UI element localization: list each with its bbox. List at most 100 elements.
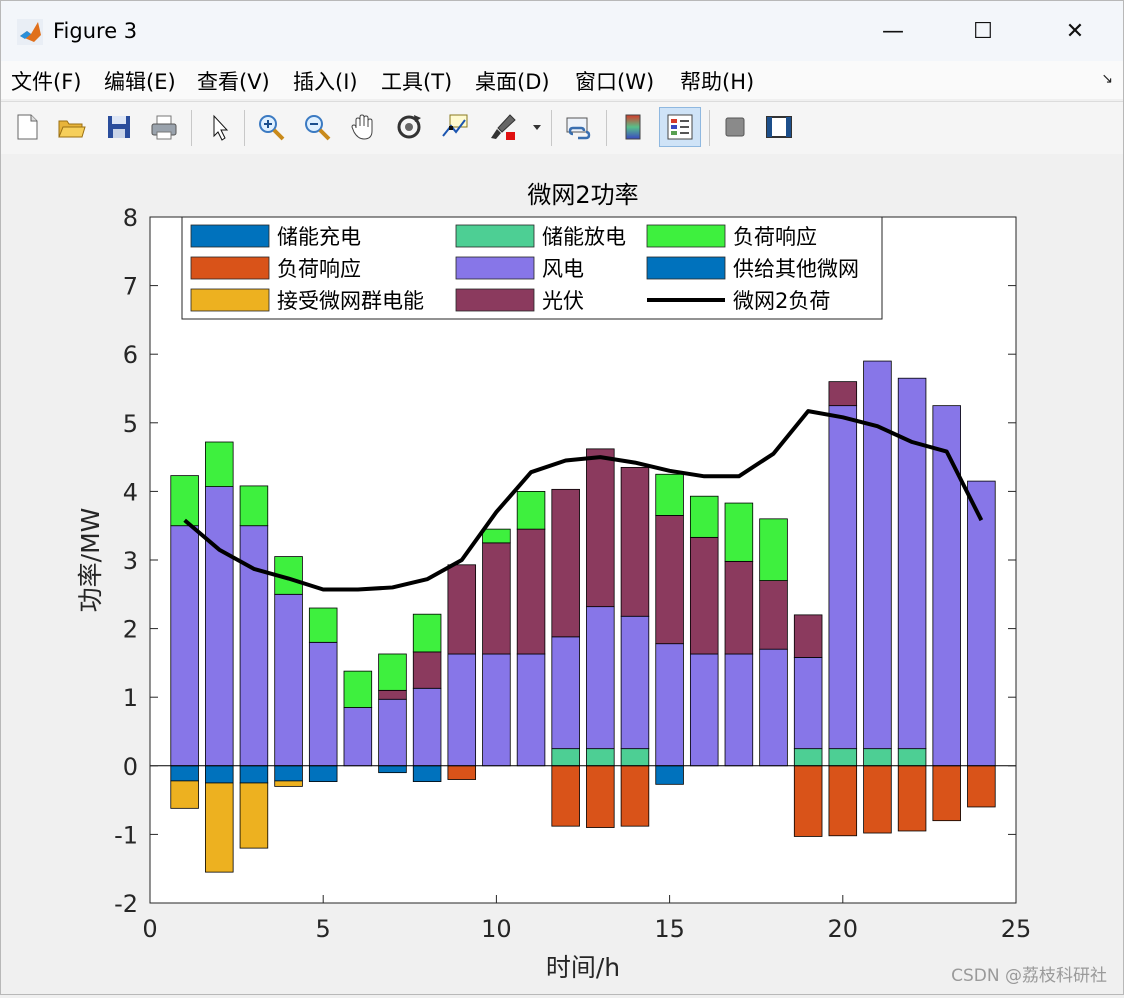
legend-label-储能充电: 储能充电 (277, 225, 361, 249)
bar-风电-11 (516, 653, 546, 767)
bar-储能充电-3 (239, 765, 269, 784)
link-plot-icon[interactable] (561, 109, 597, 145)
legend-swatch-风电 (455, 256, 535, 280)
bar-光伏-15 (655, 515, 684, 645)
y-tick-label: 4 (123, 478, 138, 506)
zoom-in-icon[interactable] (253, 109, 289, 145)
bar-储能充电-7 (378, 765, 407, 774)
bar-负荷响应-20 (828, 765, 858, 837)
matlab-logo-icon (17, 19, 43, 45)
bar-风电-13 (586, 606, 615, 750)
bar-负荷响应-12 (551, 765, 580, 827)
show-plot-tools-icon[interactable] (761, 109, 797, 145)
bar-光伏-9 (447, 564, 477, 655)
menu-help[interactable]: 帮助(H) (680, 70, 755, 94)
legend-label-风电: 风电 (542, 257, 584, 281)
bar-风电-20 (828, 405, 858, 750)
dock-arrow-icon[interactable]: ↘ (1101, 71, 1113, 87)
figure-canvas: 0 5 10 15 20 25 -2 -1 0 1 2 3 4 5 6 7 8 微网2功率 时间/h 功率/MW 储能充… (1, 154, 1123, 994)
legend-icon[interactable] (659, 107, 701, 147)
save-icon[interactable] (101, 109, 137, 145)
y-tick-label: 2 (123, 616, 138, 644)
bar-光伏-13 (586, 448, 615, 608)
y-tick-label: 1 (123, 684, 138, 712)
bar-储能充电-4 (274, 765, 303, 782)
title-bar[interactable]: Figure 3 — ☐ ✕ (1, 1, 1123, 61)
maximize-button[interactable]: ☐ (973, 18, 993, 44)
bar-风电-17 (724, 653, 754, 767)
bar-负荷响应-1 (170, 475, 199, 527)
bar-光伏-12 (551, 488, 580, 638)
bar-负荷响应-23 (932, 765, 961, 822)
toolbar-separator (244, 110, 245, 146)
bar-储能放电-21 (863, 748, 892, 767)
bar-风电-1 (170, 525, 199, 767)
rotate-3d-icon[interactable] (391, 109, 427, 145)
bar-风电-23 (932, 405, 961, 767)
watermark: CSDN @荔枝科研社 (951, 966, 1107, 986)
menu-edit[interactable]: 编辑(E) (104, 70, 176, 94)
x-tick-label: 20 (828, 915, 859, 943)
brush-dropdown-icon[interactable] (529, 109, 545, 145)
menu-bar: 文件(F) 编辑(E) 查看(V) 插入(I) 工具(T) 桌面(D) 窗口(W… (1, 61, 1123, 99)
y-tick-label: -1 (114, 821, 138, 849)
bar-风电-14 (620, 615, 650, 750)
data-cursor-icon[interactable] (437, 109, 473, 145)
series-line-微网2负荷 (183, 409, 984, 592)
bar-负荷响应-24 (967, 765, 996, 808)
hide-plot-tools-icon[interactable] (717, 109, 753, 145)
legend-label-储能放电: 储能放电 (542, 225, 626, 249)
legend-swatch-接受微网群电能 (190, 288, 270, 312)
y-tick-label: 8 (123, 204, 138, 232)
colorbar-icon[interactable] (615, 109, 651, 145)
menu-desktop[interactable]: 桌面(D) (475, 70, 550, 94)
toolbar-separator (606, 110, 607, 146)
bar-负荷响应-14 (620, 765, 650, 827)
bar-风电-8 (412, 687, 442, 767)
bar-光伏-10 (482, 542, 511, 655)
menu-tools[interactable]: 工具(T) (381, 70, 453, 94)
print-icon[interactable] (146, 109, 182, 145)
x-tick-label: 25 (1001, 915, 1032, 943)
bar-接受微网群电能-1 (170, 780, 199, 809)
bar-负荷响应-15 (655, 473, 684, 516)
legend-swatch-储能放电 (455, 224, 535, 248)
y-tick-label: 5 (123, 410, 138, 438)
bar-负荷响应-11 (516, 490, 546, 530)
bar-负荷响应-17 (724, 502, 754, 562)
edit-plot-arrow-icon[interactable] (201, 109, 237, 145)
bar-风电-21 (863, 360, 892, 750)
bar-储能放电-20 (828, 748, 858, 767)
menu-window[interactable]: 窗口(W) (575, 70, 655, 94)
bar-风电-7 (378, 698, 407, 767)
bar-储能充电-1 (170, 765, 199, 782)
bar-风电-18 (759, 648, 788, 767)
y-tick-label: 6 (123, 341, 138, 369)
bar-负荷响应-19 (793, 765, 823, 837)
menu-insert[interactable]: 插入(I) (293, 70, 358, 94)
bar-光伏-20 (828, 381, 858, 407)
bar-负荷响应-10 (482, 528, 511, 544)
x-tick-label: 0 (142, 915, 157, 943)
legend-swatch-负荷响应 (190, 256, 270, 280)
bar-光伏-11 (516, 528, 546, 655)
new-figure-icon[interactable] (9, 109, 45, 145)
bar-负荷响应-8 (412, 613, 442, 653)
bar-风电-16 (689, 653, 719, 767)
toolbar-separator (551, 110, 552, 146)
bar-储能放电-12 (551, 748, 580, 767)
zoom-out-icon[interactable] (299, 109, 335, 145)
bar-负荷响应-2 (205, 441, 234, 487)
bar-风电-6 (343, 707, 373, 767)
menu-view[interactable]: 查看(V) (197, 70, 270, 94)
pan-hand-icon[interactable] (345, 109, 381, 145)
menu-file[interactable]: 文件(F) (11, 70, 82, 94)
toolbar-separator (709, 110, 710, 146)
open-file-icon[interactable] (53, 109, 89, 145)
close-button[interactable]: ✕ (1065, 18, 1085, 44)
bar-负荷响应-7 (378, 653, 407, 691)
minimize-button[interactable]: — (882, 18, 904, 44)
brush-icon[interactable] (485, 109, 521, 145)
